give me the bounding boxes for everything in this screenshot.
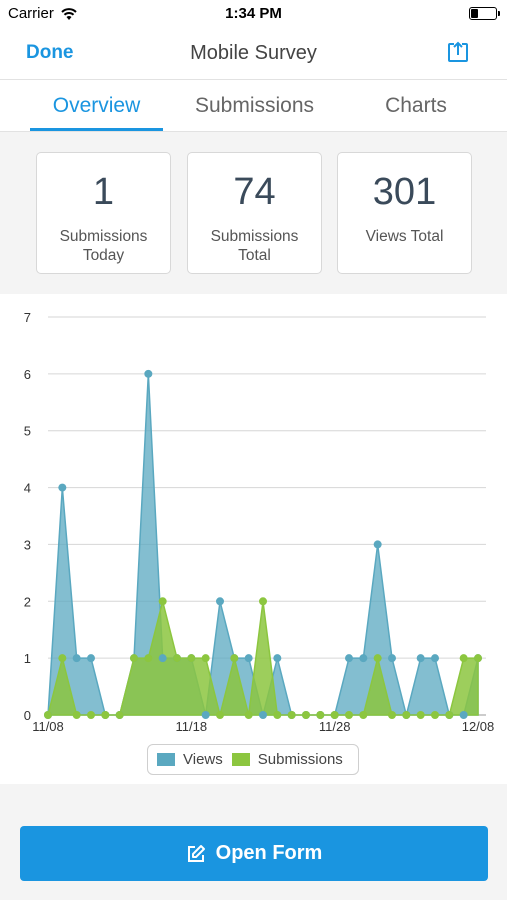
data-point-submissions xyxy=(402,711,411,719)
stat-label: Submissions Today xyxy=(59,228,148,264)
data-point-views xyxy=(416,654,425,663)
open-form-label: Open Form xyxy=(215,842,323,864)
stat-card-submissions-total: 74 Submissions Total xyxy=(187,152,322,274)
data-point-submissions xyxy=(431,711,439,719)
data-point-submissions xyxy=(345,711,353,719)
stat-card-submissions-today: 1 Submissions Today xyxy=(36,152,171,274)
x-tick-label: 12/08 xyxy=(462,719,495,734)
data-point-submissions xyxy=(216,711,224,719)
data-point-views xyxy=(58,483,67,492)
area-chart: 0 1 2 3 4 5 6 7 11/08 11/18 11/28 12/08 xyxy=(24,310,495,734)
tab-overview[interactable]: Overview xyxy=(52,94,141,117)
data-point-views xyxy=(158,654,167,663)
wifi-icon xyxy=(61,7,77,20)
y-tick-label: 6 xyxy=(24,367,31,382)
x-tick-label: 11/28 xyxy=(319,719,351,734)
y-tick-label: 1 xyxy=(24,651,31,666)
data-point-views xyxy=(87,654,95,663)
data-point-submissions xyxy=(388,711,396,719)
y-tick-label: 2 xyxy=(24,594,31,609)
data-point-views xyxy=(359,654,368,663)
stat-label: Views Total xyxy=(365,228,444,245)
stat-value: 74 xyxy=(233,171,276,213)
data-point-submissions xyxy=(416,711,425,719)
data-point-submissions xyxy=(244,711,253,719)
data-point-submissions xyxy=(459,654,468,663)
stat-value: 301 xyxy=(372,171,437,213)
share-icon[interactable] xyxy=(447,41,469,63)
data-point-submissions xyxy=(474,654,482,663)
tab-bar: Overview Submissions Charts xyxy=(0,80,507,132)
status-time: 1:34 PM xyxy=(225,5,282,22)
x-tick-label: 11/18 xyxy=(176,719,208,734)
legend-swatch-views xyxy=(157,753,175,766)
data-point-submissions xyxy=(316,711,325,719)
data-point-views xyxy=(388,654,396,663)
y-tick-label: 3 xyxy=(24,537,31,552)
legend-swatch-submissions xyxy=(231,753,250,766)
tab-charts[interactable]: Charts xyxy=(385,94,447,117)
x-tick-label: 11/08 xyxy=(32,719,64,734)
data-point-submissions xyxy=(87,711,95,719)
data-point-submissions xyxy=(373,654,382,663)
data-point-submissions xyxy=(101,711,110,719)
data-point-submissions xyxy=(201,654,210,663)
y-tick-label: 5 xyxy=(24,424,31,439)
open-form-button[interactable]: Open Form xyxy=(20,826,488,881)
data-point-views xyxy=(431,654,439,663)
data-point-views xyxy=(201,711,210,719)
chart-panel: 0 1 2 3 4 5 6 7 11/08 11/18 11/28 12/08 xyxy=(0,294,507,784)
data-point-views xyxy=(216,597,224,606)
chart-legend: Views Submissions xyxy=(147,744,359,775)
done-button[interactable]: Done xyxy=(26,42,74,63)
y-tick-label: 7 xyxy=(24,310,31,325)
data-point-submissions xyxy=(72,711,81,719)
data-point-submissions xyxy=(287,711,296,719)
data-point-submissions xyxy=(44,711,52,719)
data-point-submissions xyxy=(259,597,267,606)
tab-active-indicator xyxy=(30,128,163,131)
data-point-views xyxy=(273,654,282,663)
data-point-submissions xyxy=(230,654,239,663)
data-point-views xyxy=(459,711,468,719)
tab-submissions[interactable]: Submissions xyxy=(194,94,315,117)
status-bar: Carrier 1:34 PM xyxy=(0,0,507,28)
data-point-views xyxy=(72,654,81,663)
data-point-submissions xyxy=(158,597,167,606)
data-point-views xyxy=(259,711,267,719)
stat-card-views-total: 301 Views Total xyxy=(337,152,472,274)
y-tick-label: 0 xyxy=(24,708,31,723)
stat-label: Submissions Total xyxy=(210,228,299,264)
data-point-views xyxy=(345,654,353,663)
data-point-submissions xyxy=(173,654,181,663)
page-title: Mobile Survey xyxy=(190,42,317,64)
data-point-submissions xyxy=(144,654,153,663)
data-point-submissions xyxy=(130,654,138,663)
legend-label-submissions: Submissions xyxy=(257,751,343,768)
data-point-views xyxy=(244,654,253,663)
data-point-submissions xyxy=(445,711,454,719)
carrier-label: Carrier xyxy=(8,5,54,22)
data-point-views xyxy=(144,369,153,378)
data-point-submissions xyxy=(302,711,310,719)
y-tick-label: 4 xyxy=(24,481,31,496)
battery-icon xyxy=(469,7,500,20)
stat-value: 1 xyxy=(92,171,115,213)
edit-icon xyxy=(187,844,205,862)
data-point-submissions xyxy=(187,654,196,663)
data-point-submissions xyxy=(359,711,368,719)
carrier-indicator: Carrier xyxy=(8,5,78,22)
nav-bar: Done Mobile Survey xyxy=(0,28,507,80)
data-point-submissions xyxy=(115,711,124,719)
data-point-submissions xyxy=(58,654,67,663)
data-point-submissions xyxy=(273,711,282,719)
legend-label-views: Views xyxy=(183,751,223,768)
data-point-submissions xyxy=(330,711,339,719)
data-point-views xyxy=(373,540,382,549)
